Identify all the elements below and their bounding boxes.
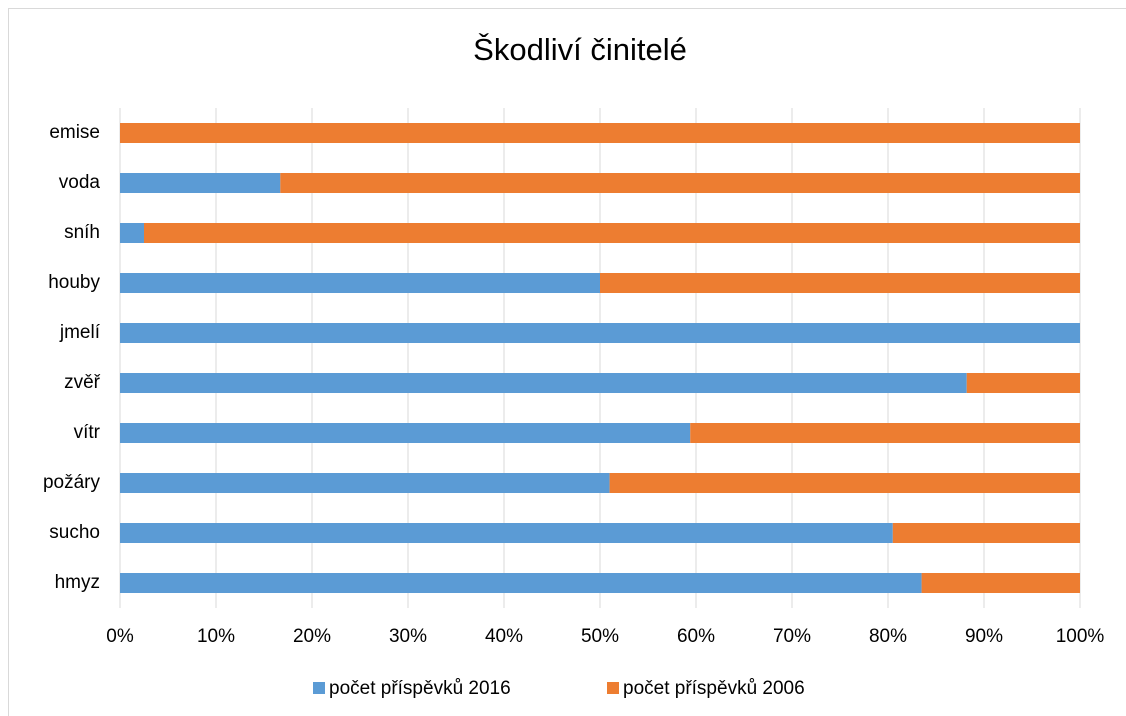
x-tick-label: 50% <box>581 626 619 647</box>
bar <box>120 123 1080 143</box>
bar <box>280 173 1080 193</box>
x-tick-label: 90% <box>965 626 1003 647</box>
x-tick-label: 10% <box>197 626 235 647</box>
bar <box>892 523 1080 543</box>
y-tick-label: voda <box>59 172 101 193</box>
bar <box>921 573 1080 593</box>
bar <box>120 273 600 293</box>
x-tick-label: 40% <box>485 626 523 647</box>
x-tick-label: 100% <box>1056 626 1105 647</box>
y-tick-label: požáry <box>43 472 101 493</box>
x-tick-label: 30% <box>389 626 427 647</box>
legend-label: počet příspěvků 2006 <box>623 678 805 699</box>
x-tick-label: 70% <box>773 626 811 647</box>
x-tick-label: 0% <box>106 626 134 647</box>
bar <box>120 473 610 493</box>
x-tick-label: 20% <box>293 626 331 647</box>
legend-swatch <box>607 682 619 694</box>
bar <box>120 423 691 443</box>
bar <box>609 473 1080 493</box>
chart-title: Škodliví činitelé <box>473 32 687 67</box>
bar <box>144 223 1080 243</box>
bar <box>690 423 1080 443</box>
y-tick-label: sníh <box>64 222 100 243</box>
y-tick-label: vítr <box>74 422 101 443</box>
chart-border <box>8 8 1126 716</box>
y-tick-label: sucho <box>49 522 100 543</box>
legend-label: počet příspěvků 2016 <box>329 678 511 699</box>
y-tick-label: emise <box>49 122 100 143</box>
y-tick-label: zvěř <box>64 372 101 393</box>
bar <box>600 273 1080 293</box>
y-tick-label: hmyz <box>55 572 100 593</box>
bar <box>120 223 144 243</box>
bar <box>120 373 967 393</box>
x-tick-label: 60% <box>677 626 715 647</box>
y-tick-label: houby <box>48 272 100 293</box>
bar <box>120 323 1080 343</box>
y-tick-label: jmelí <box>59 322 101 343</box>
x-tick-label: 80% <box>869 626 907 647</box>
bar <box>966 373 1080 393</box>
bar <box>120 173 281 193</box>
legend-swatch <box>313 682 325 694</box>
bar <box>120 573 922 593</box>
bar <box>120 523 893 543</box>
